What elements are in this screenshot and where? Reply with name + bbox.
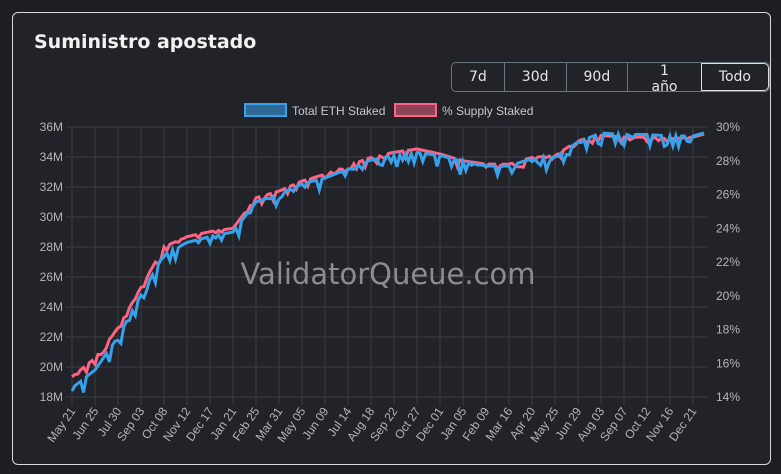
y-right-tick-label: 24% bbox=[716, 221, 740, 235]
y-left-tick-label: 18M bbox=[40, 390, 63, 404]
legend: Total ETH Staked % Supply Staked bbox=[244, 103, 533, 118]
staked-supply-card: Suministro apostado 7d 30d 90d 1 año Tod… bbox=[12, 12, 771, 465]
y-left-tick-label: 28M bbox=[40, 240, 63, 254]
y-left-tick-label: 20M bbox=[40, 360, 63, 374]
series-line-eth bbox=[70, 129, 705, 393]
range-1y-button[interactable]: 1 año bbox=[627, 63, 701, 91]
legend-item-supply[interactable]: % Supply Staked bbox=[394, 103, 533, 118]
y-left-tick-label: 22M bbox=[40, 330, 63, 344]
y-left-tick-label: 34M bbox=[40, 150, 63, 164]
legend-item-eth[interactable]: Total ETH Staked bbox=[244, 103, 385, 118]
y-right-tick-label: 30% bbox=[716, 120, 740, 134]
y-right-tick-label: 16% bbox=[716, 356, 740, 370]
y-left-tick-label: 36M bbox=[40, 120, 63, 134]
y-left-tick-label: 26M bbox=[40, 270, 63, 284]
y-left-tick-label: 30M bbox=[40, 210, 63, 224]
y-right-tick-label: 14% bbox=[716, 390, 740, 404]
legend-label-eth: Total ETH Staked bbox=[292, 104, 385, 118]
range-7d-button[interactable]: 7d bbox=[452, 63, 504, 91]
y-left-tick-label: 32M bbox=[40, 180, 63, 194]
y-right-tick-label: 28% bbox=[716, 154, 740, 168]
y-right-tick-label: 18% bbox=[716, 323, 740, 337]
legend-label-supply: % Supply Staked bbox=[442, 104, 533, 118]
x-tick-label: May 21 bbox=[44, 404, 78, 445]
watermark: ValidatorQueue.com bbox=[240, 257, 535, 291]
y-left-tick-label: 24M bbox=[40, 300, 63, 314]
time-range-selector: 7d 30d 90d 1 año Todo bbox=[451, 62, 770, 92]
range-90d-button[interactable]: 90d bbox=[565, 63, 628, 91]
y-right-tick-label: 26% bbox=[716, 188, 740, 202]
range-30d-button[interactable]: 30d bbox=[503, 63, 566, 91]
range-all-button[interactable]: Todo bbox=[700, 63, 769, 91]
y-right-tick-label: 20% bbox=[716, 289, 740, 303]
y-right-tick-label: 22% bbox=[716, 255, 740, 269]
card-title: Suministro apostado bbox=[34, 31, 257, 53]
